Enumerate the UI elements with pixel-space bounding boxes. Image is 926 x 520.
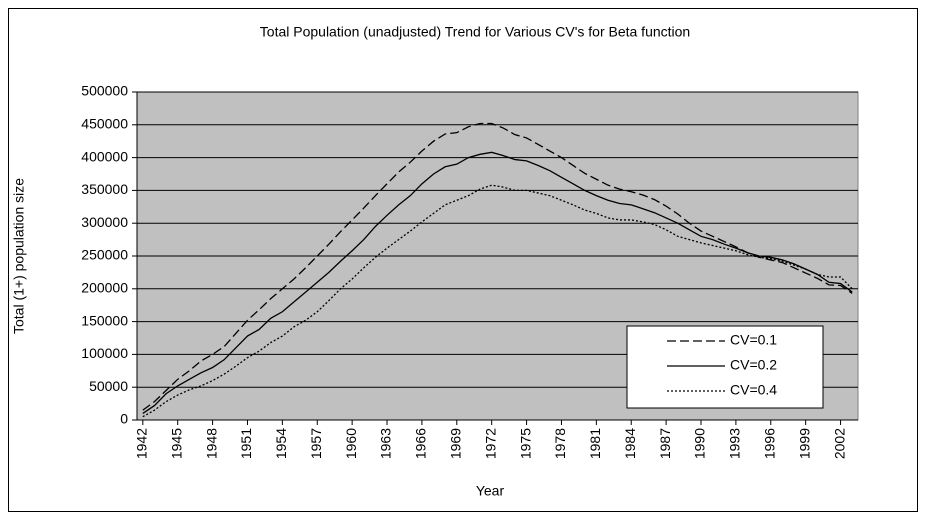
x-tick-label: 1954 [273, 428, 289, 459]
x-axis-title: Year [476, 483, 505, 499]
y-tick-label: 100000 [81, 345, 128, 361]
chart-title: Total Population (unadjusted) Trend for … [260, 24, 690, 40]
x-tick-label: 1975 [517, 428, 533, 459]
line-series [142, 184, 853, 418]
x-tick-label: 1945 [168, 428, 184, 459]
y-tick-label: 350000 [81, 181, 128, 197]
x-tick-label: 1993 [727, 428, 743, 459]
x-tick-label: 1948 [203, 428, 219, 459]
x-tick-label: 1972 [482, 428, 498, 459]
x-tick-label: 1957 [308, 428, 324, 459]
y-tick-label: 500000 [81, 83, 128, 99]
x-tick-label: 1999 [796, 428, 812, 459]
x-tick-label: 1951 [238, 428, 254, 459]
y-tick-label: 0 [120, 411, 128, 427]
y-tick-label: 300000 [81, 214, 128, 230]
x-tick-label: 1990 [692, 428, 708, 459]
y-tick-label: 50000 [89, 378, 128, 394]
x-tick-label: 1966 [413, 428, 429, 459]
y-tick-label: 150000 [81, 312, 128, 328]
y-tick-label: 200000 [81, 280, 128, 296]
y-axis-title: Total (1+) population size [11, 178, 27, 334]
x-tick-label: 1978 [552, 428, 568, 459]
y-tick-label: 250000 [81, 247, 128, 263]
line-series [142, 151, 853, 414]
x-tick-label: 1942 [134, 428, 150, 459]
x-tick-label: 1969 [448, 428, 464, 459]
y-tick-label: 450000 [81, 116, 128, 132]
x-tick-label: 1996 [761, 428, 777, 459]
x-tick-label: 1987 [657, 428, 673, 459]
x-tick-label: 2002 [831, 428, 847, 459]
x-tick-label: 1981 [587, 428, 603, 459]
legend-label: CV=0.2 [730, 357, 777, 373]
y-tick-label: 400000 [81, 148, 128, 164]
legend-label: CV=0.4 [730, 382, 777, 398]
x-tick-label: 1960 [343, 428, 359, 459]
line-series [142, 122, 853, 411]
legend-box [626, 325, 824, 409]
x-tick-label: 1963 [378, 428, 394, 459]
legend-label: CV=0.1 [730, 332, 777, 348]
x-tick-label: 1984 [622, 428, 638, 459]
